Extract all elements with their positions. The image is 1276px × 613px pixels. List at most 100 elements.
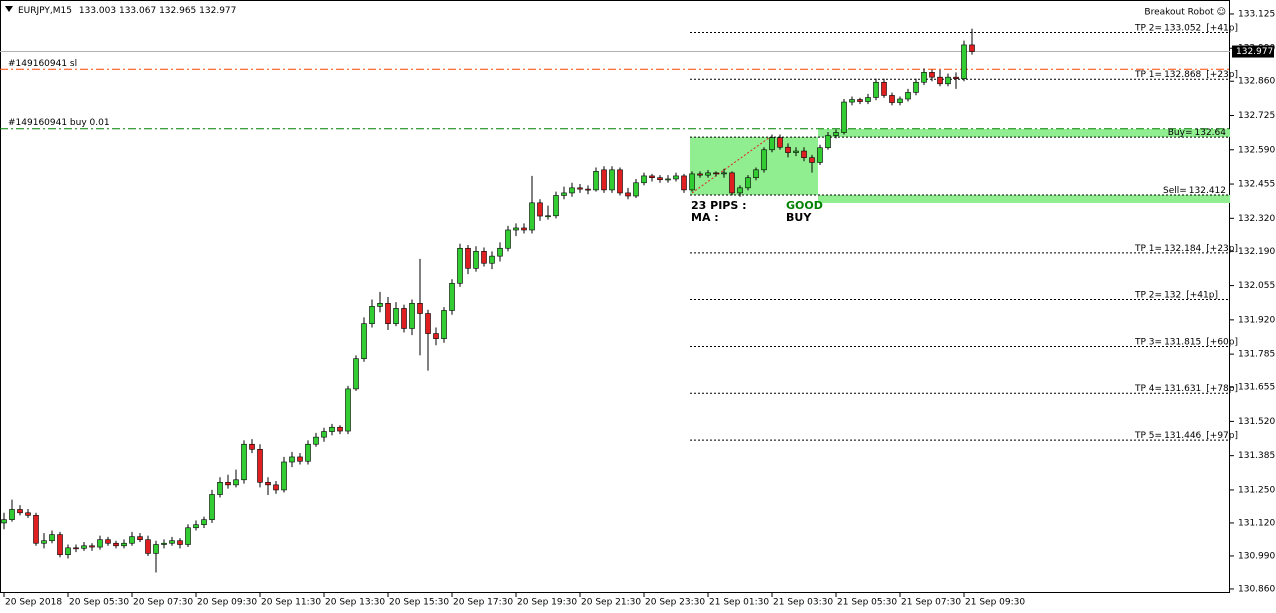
candle-body bbox=[41, 540, 47, 544]
candle-body bbox=[585, 188, 591, 191]
candle-body bbox=[97, 539, 103, 548]
candle-body bbox=[793, 150, 799, 153]
candle-body bbox=[825, 135, 831, 149]
candle-body bbox=[313, 436, 319, 445]
candle-body bbox=[521, 227, 527, 231]
candle-body bbox=[105, 539, 111, 544]
candle-body bbox=[57, 534, 63, 555]
x-tick-label: 20 Sep 11:30 bbox=[261, 598, 321, 608]
x-tick-label: 21 Sep 03:30 bbox=[773, 598, 833, 608]
candle-body bbox=[913, 81, 919, 93]
level-label: TP 1= 132.868 [+23p] bbox=[1134, 70, 1238, 80]
y-tick-label: 132.455 bbox=[1238, 180, 1275, 190]
candle-body bbox=[449, 282, 455, 311]
candle-body bbox=[777, 137, 783, 148]
level-price: 132.64 bbox=[1195, 128, 1227, 138]
level-note: [+41p] bbox=[1206, 23, 1238, 33]
candle-body bbox=[193, 524, 199, 529]
candle-body bbox=[537, 202, 543, 217]
level-name: TP 3= bbox=[1134, 337, 1162, 347]
candle-body bbox=[305, 443, 311, 462]
candle-body bbox=[425, 313, 431, 334]
candle-body bbox=[609, 169, 615, 191]
x-tick-label: 20 Sep 07:30 bbox=[133, 598, 193, 608]
candle-body bbox=[681, 175, 687, 191]
level-label: TP 2= 132 [+41p] bbox=[1134, 290, 1218, 300]
level-price: 131.446 bbox=[1164, 431, 1201, 441]
candle-body bbox=[369, 306, 375, 324]
candle-body bbox=[761, 149, 767, 171]
candle-body bbox=[73, 547, 79, 550]
order-label: #149160941 buy 0.01 bbox=[8, 118, 110, 128]
candle-body bbox=[737, 187, 743, 194]
x-tick-label: 20 Sep 13:30 bbox=[325, 598, 385, 608]
level-note: [+78p] bbox=[1206, 384, 1238, 394]
candle-body bbox=[697, 173, 703, 176]
signal-label: BUY bbox=[786, 211, 812, 224]
candle-body bbox=[569, 187, 575, 194]
candle-body bbox=[889, 95, 895, 103]
x-tick-label: 21 Sep 09:30 bbox=[965, 598, 1025, 608]
sell-zone bbox=[818, 194, 1230, 203]
candle-body bbox=[545, 215, 551, 218]
candle-body bbox=[169, 540, 175, 544]
candle-body bbox=[441, 310, 447, 339]
level-name: TP 1= bbox=[1134, 243, 1162, 253]
candle-body bbox=[769, 137, 775, 151]
candle-body bbox=[593, 171, 599, 191]
candle-body bbox=[905, 92, 911, 100]
high: 133.067 bbox=[119, 6, 156, 16]
candle-body bbox=[33, 515, 39, 544]
status-label: GOOD bbox=[786, 199, 823, 212]
y-tick-label: 132.860 bbox=[1238, 77, 1275, 87]
level-name: TP 2= bbox=[1134, 23, 1162, 33]
candle-body bbox=[273, 484, 279, 491]
candle-body bbox=[553, 195, 559, 217]
candle-body bbox=[625, 192, 631, 197]
candle-body bbox=[753, 169, 759, 178]
candle-body bbox=[265, 482, 271, 486]
x-tick-label: 21 Sep 07:30 bbox=[901, 598, 961, 608]
candle-body bbox=[705, 172, 711, 176]
candle-body bbox=[361, 323, 367, 359]
candle-body bbox=[345, 388, 351, 432]
candle-body bbox=[633, 182, 639, 197]
level-name: Buy= bbox=[1168, 128, 1193, 138]
candle-body bbox=[897, 98, 903, 103]
pips-label: 23 PIPS : bbox=[691, 199, 747, 212]
level-label: Buy= 132.64 bbox=[1168, 128, 1227, 138]
candle-body bbox=[329, 426, 335, 432]
candle-body bbox=[849, 99, 855, 103]
candle-body bbox=[833, 132, 839, 136]
candle-body bbox=[921, 72, 927, 83]
y-tick-label: 131.385 bbox=[1238, 451, 1275, 461]
candle-body bbox=[857, 99, 863, 102]
candle-body bbox=[665, 178, 671, 181]
price-box-label: 132.977 bbox=[1236, 47, 1273, 57]
candle-body bbox=[657, 177, 663, 181]
candle-body bbox=[393, 308, 399, 324]
candle-body bbox=[473, 251, 479, 269]
candle-body bbox=[497, 247, 503, 257]
level-label: TP 5= 131.446 [+97p] bbox=[1134, 431, 1238, 441]
candle-body bbox=[201, 519, 207, 526]
candle-body bbox=[225, 482, 231, 486]
candle-body bbox=[209, 494, 215, 520]
candle-body bbox=[945, 76, 951, 85]
level-label: Sell= 132.412 bbox=[1163, 185, 1226, 195]
x-tick-label: 20 Sep 2018 bbox=[5, 598, 62, 608]
level-note: [+23p] bbox=[1206, 243, 1238, 253]
x-tick-label: 20 Sep 19:30 bbox=[517, 598, 577, 608]
level-price: 131.631 bbox=[1164, 384, 1201, 394]
plot-frame bbox=[0, 0, 1230, 593]
header: EURJPY,M15 133.003 133.067 132.965 132.9… bbox=[18, 6, 236, 16]
candle-body bbox=[801, 150, 807, 158]
candle-body bbox=[953, 76, 959, 79]
candle-body bbox=[577, 187, 583, 190]
level-price: 132.868 bbox=[1164, 70, 1201, 80]
candle-body bbox=[49, 534, 55, 542]
menu-arrow[interactable] bbox=[5, 6, 13, 12]
y-tick-label: 131.250 bbox=[1238, 485, 1275, 495]
level-price: 133.052 bbox=[1164, 23, 1201, 33]
level-note: [+60p] bbox=[1206, 337, 1238, 347]
